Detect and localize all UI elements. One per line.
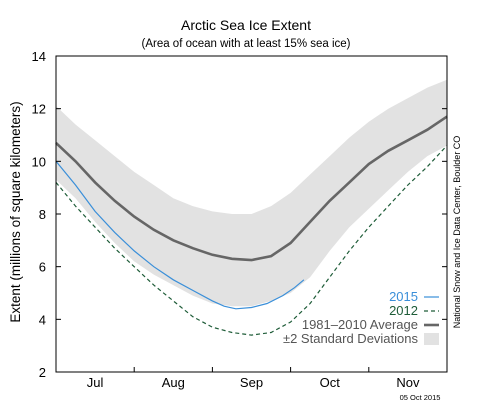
date-label: 05 Oct 2015 — [400, 393, 441, 402]
x-tick-label: Aug — [162, 375, 185, 390]
plot-area: 2 4 6 8 10 12 14 Jul Aug Sep Oct Nov — [32, 49, 448, 390]
series-2015-line — [55, 160, 305, 310]
x-tick-label: Sep — [240, 375, 263, 390]
y-axis-label: Extent (millions of square kilometers) — [8, 101, 23, 322]
y-tick-label: 14 — [32, 49, 46, 64]
legend-swatch-band — [424, 333, 439, 345]
legend-label: 1981–2010 Average — [302, 317, 418, 332]
series-2012-line — [55, 145, 448, 336]
chart-title: Arctic Sea Ice Extent — [181, 17, 311, 33]
x-tick-label: Jul — [87, 375, 104, 390]
x-tick-label: Nov — [396, 375, 420, 390]
y-tick-label: 12 — [32, 102, 46, 117]
average-line — [55, 115, 448, 262]
legend-label: 2015 — [389, 289, 418, 304]
y-tick-label: 4 — [39, 312, 46, 327]
y-tick-label: 8 — [39, 207, 46, 222]
y-tick-label: 2 — [39, 365, 46, 380]
y-tick-label: 6 — [39, 260, 46, 275]
std-dev-band — [56, 79, 447, 307]
chart-subtitle: (Area of ocean with at least 15% sea ice… — [141, 38, 350, 50]
legend-label: 2012 — [389, 303, 418, 318]
legend-label: ±2 Standard Deviations — [283, 331, 419, 346]
source-label: National Snow and Ice Data Center, Bould… — [452, 136, 462, 329]
y-tick-label: 10 — [32, 154, 46, 169]
x-tick-label: Oct — [320, 375, 341, 390]
